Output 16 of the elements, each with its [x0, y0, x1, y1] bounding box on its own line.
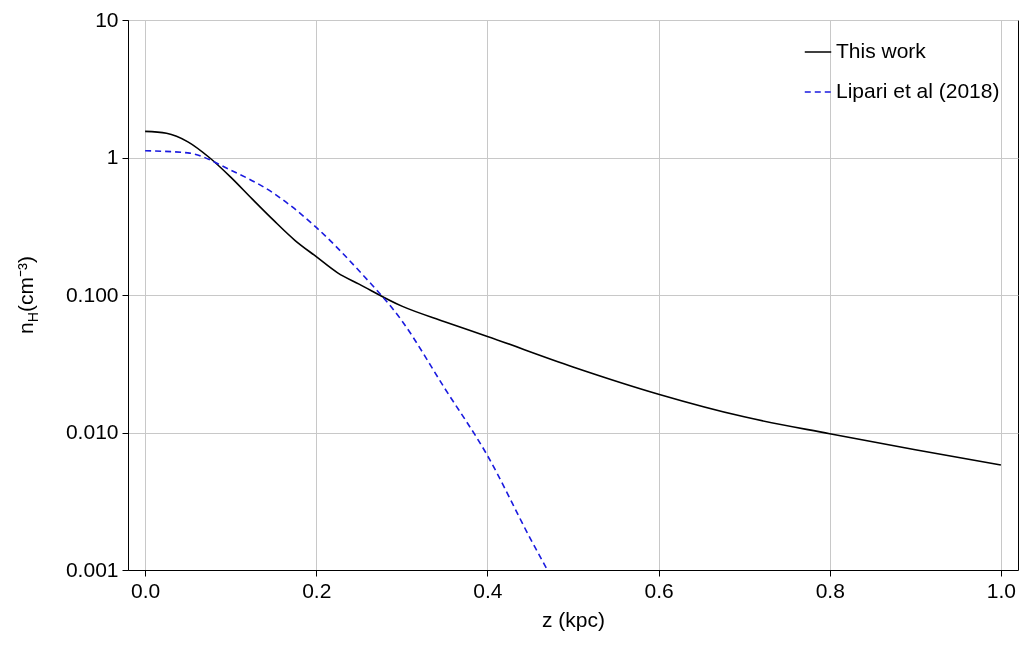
x-tick-label: 1.0 — [986, 578, 1016, 602]
y-tick-label: 0.100 — [65, 282, 119, 306]
x-tick-label: 0.4 — [473, 578, 503, 602]
legend-label: Lipari et al (2018) — [836, 79, 1000, 102]
line-series — [144, 149, 549, 570]
x-tick-label: 0.8 — [815, 578, 845, 602]
y-tick-label: 10 — [95, 7, 119, 31]
legend-label: This work — [836, 39, 927, 62]
x-axis-title: z (kpc) — [542, 607, 605, 631]
y-tick-label: 1 — [106, 145, 119, 168]
y-tick-label: 0.010 — [65, 420, 119, 443]
x-tick-label: 0.2 — [302, 578, 332, 602]
line-series — [144, 130, 1002, 466]
y-tick-label: 0.001 — [65, 557, 119, 581]
x-tick-label: 0.6 — [644, 578, 674, 602]
x-tick-label: 0.0 — [131, 578, 161, 602]
